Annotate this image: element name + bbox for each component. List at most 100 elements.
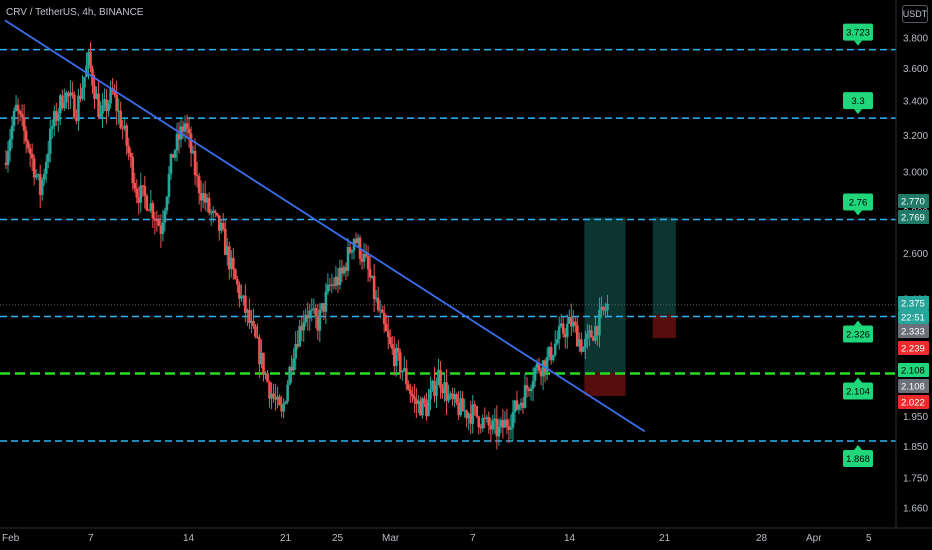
candle-body xyxy=(75,117,78,121)
candle-body xyxy=(256,336,259,339)
candle-body xyxy=(493,418,497,421)
candle-body xyxy=(8,139,12,152)
candle-body xyxy=(141,185,145,187)
candle-body xyxy=(563,333,567,338)
price-tag-label: 2.770 xyxy=(901,197,925,208)
candle-body xyxy=(44,161,48,174)
candle-body xyxy=(521,402,525,408)
candle-body xyxy=(123,125,126,129)
currency-button[interactable]: USDT xyxy=(902,5,928,23)
candle-body xyxy=(417,400,420,405)
price-tag-box xyxy=(898,296,929,310)
candle-body xyxy=(431,380,434,390)
candle-body xyxy=(139,185,143,203)
candle-body xyxy=(467,413,470,419)
candle-body xyxy=(81,87,84,99)
candle-body xyxy=(344,267,348,271)
candle-body xyxy=(509,427,513,430)
candle-body xyxy=(217,215,221,231)
candle-body xyxy=(483,418,487,420)
candle-body xyxy=(400,370,404,373)
candle-body xyxy=(515,400,519,410)
candle-body xyxy=(268,381,271,399)
candle-body xyxy=(469,413,472,424)
candle-body xyxy=(394,347,398,367)
candle-body xyxy=(221,222,225,229)
price-tag: 22:51 xyxy=(898,310,929,324)
time-tick-label: 25 xyxy=(332,533,344,544)
candle-body xyxy=(368,269,372,278)
candle-body xyxy=(205,197,209,203)
price-tag-box xyxy=(898,194,929,208)
candle-body xyxy=(449,393,452,395)
candle-body xyxy=(602,306,605,311)
candle-body xyxy=(356,237,360,243)
annotation-pointer xyxy=(854,210,862,216)
candle-body xyxy=(95,93,98,99)
candle-body xyxy=(586,333,589,339)
candle-body xyxy=(316,316,320,331)
candle-body xyxy=(169,154,173,174)
candle-body xyxy=(328,284,332,286)
candle-body xyxy=(159,225,163,234)
short-stop-zone xyxy=(652,314,676,339)
candle-body xyxy=(22,117,26,131)
candle-body xyxy=(266,373,269,382)
candle-body xyxy=(195,175,199,177)
candle-body xyxy=(59,95,62,114)
candle-body xyxy=(531,380,535,389)
candle-body xyxy=(588,330,591,334)
candle-body xyxy=(149,203,153,211)
candle-body xyxy=(121,127,124,129)
price-tag: 2.769 xyxy=(898,210,929,224)
candle-body xyxy=(284,401,287,404)
time-tick-label: Feb xyxy=(2,533,20,544)
candle-body xyxy=(143,185,147,196)
candle-body xyxy=(384,323,388,332)
candle-body xyxy=(415,399,418,405)
candle-body xyxy=(211,210,215,213)
price-tag-box xyxy=(898,341,929,355)
price-tick-label: 3.600 xyxy=(903,64,928,75)
candle-body xyxy=(215,213,219,216)
candle-body xyxy=(419,400,422,416)
candle-body xyxy=(107,103,110,112)
candle-body xyxy=(48,128,52,154)
annotation-box xyxy=(843,23,873,41)
candles xyxy=(4,42,609,450)
level-annotation: 1.868 xyxy=(843,445,873,468)
candle-body xyxy=(258,338,261,365)
candle-body xyxy=(99,113,102,118)
candle-body xyxy=(173,150,177,158)
candle-body xyxy=(30,153,34,159)
price-tag-label: 22:51 xyxy=(901,313,925,324)
candle-body xyxy=(262,352,265,375)
candle-body xyxy=(471,404,475,424)
candle-body xyxy=(135,188,139,198)
price-tick-label: 3.800 xyxy=(903,34,928,45)
candle-body xyxy=(264,373,267,375)
candle-body xyxy=(360,258,364,262)
time-tick-label: 5 xyxy=(866,533,872,544)
candle-body xyxy=(244,295,247,313)
candle-body xyxy=(246,309,249,313)
candle-body xyxy=(569,317,573,327)
candle-body xyxy=(334,276,338,286)
candle-body xyxy=(557,326,561,340)
candle-body xyxy=(324,291,328,312)
candle-body xyxy=(463,410,466,412)
candle-body xyxy=(133,183,137,189)
candle-body xyxy=(310,309,314,311)
long-profit-zone xyxy=(584,217,626,373)
candle-body xyxy=(201,193,205,201)
candle-body xyxy=(177,133,181,140)
candle-body xyxy=(191,150,195,154)
candle-body xyxy=(457,402,460,416)
candle-body xyxy=(511,412,515,428)
candle-body xyxy=(582,347,585,352)
candle-body xyxy=(533,367,537,381)
candle-body xyxy=(292,358,295,371)
candle-body xyxy=(501,419,505,428)
candle-body xyxy=(67,92,70,97)
